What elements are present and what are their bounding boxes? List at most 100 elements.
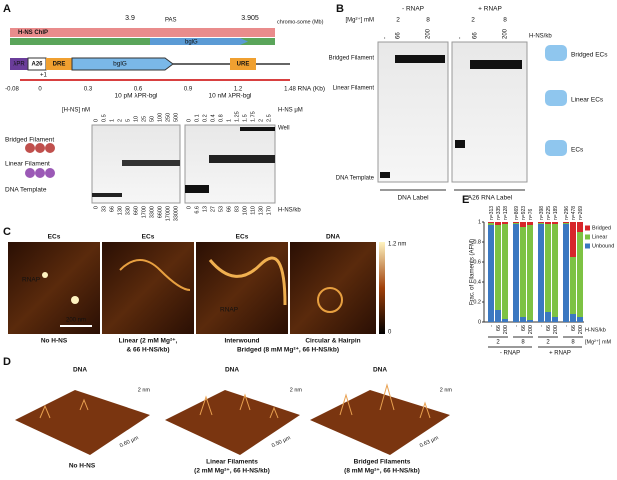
label: 1 — [226, 119, 232, 122]
peaks — [39, 398, 89, 419]
gel-band — [240, 127, 275, 131]
gel-dna — [377, 41, 449, 183]
surface — [310, 390, 450, 455]
n-label: n=478 — [571, 206, 577, 220]
label: Linear Filament — [333, 86, 375, 92]
gel-b — [377, 41, 567, 191]
label: 66 — [473, 32, 479, 39]
bar-segment — [538, 224, 544, 322]
label: - — [383, 37, 389, 39]
label: 0 — [388, 330, 392, 336]
bar-segment — [563, 222, 569, 223]
label: 1.5 — [242, 114, 248, 122]
afm-image — [8, 242, 100, 334]
x-tick-label: - — [489, 325, 495, 327]
label: [H-NS] nM — [62, 108, 90, 114]
n-label: n=313 — [489, 206, 495, 220]
label: 0.50 µm — [271, 435, 292, 449]
bar-segment — [552, 222, 558, 224]
x-tick-label: - — [564, 325, 570, 327]
label: 10 pM λPR-bgl — [115, 93, 159, 100]
label: (2 mM Mg²⁺, 66 H-NS/kb) — [194, 468, 270, 475]
bar-segment — [502, 319, 508, 322]
bar-segment — [577, 222, 583, 232]
label: 0.60 µm — [119, 435, 140, 449]
label: 100 — [242, 206, 248, 215]
label: 250 — [165, 113, 171, 122]
x-tick-label: 200 — [553, 325, 559, 334]
n-label: n=335 — [496, 206, 502, 220]
label: 2 — [471, 17, 475, 24]
filament — [317, 287, 343, 313]
label: 0 — [93, 119, 99, 122]
bar-segment — [563, 224, 569, 322]
label: 6.6 — [194, 206, 200, 214]
label: 170 — [266, 206, 272, 215]
group-label: 2 — [546, 340, 550, 346]
label: Linear (2 mM Mg²⁺, — [119, 338, 178, 345]
legend-swatch — [585, 225, 590, 231]
label: 110 — [250, 206, 256, 215]
x-tick-label: 200 — [503, 325, 509, 334]
label: 8 — [503, 17, 507, 24]
gel-band — [209, 155, 275, 163]
surface — [165, 390, 300, 455]
label: 10 — [133, 116, 139, 122]
label: 5 — [125, 119, 131, 122]
label: 10 nM λPR-bgl — [209, 93, 253, 100]
ec-icon — [545, 90, 567, 106]
icon — [25, 168, 35, 178]
label: DNA Template — [5, 187, 47, 194]
panel-label: E — [462, 194, 469, 206]
y-tick-label: 0.8 — [473, 239, 481, 245]
panel-label: D — [3, 356, 11, 368]
gel-band — [92, 193, 122, 197]
afm-c — [8, 242, 385, 334]
afm-d — [15, 383, 450, 455]
legend-swatch — [585, 234, 590, 240]
icon — [45, 168, 55, 178]
gene-arrow — [150, 38, 248, 45]
y-tick-label: 0.2 — [473, 299, 481, 305]
label: (8 mM Mg²⁺, 66 H-NS/kb) — [344, 468, 420, 475]
label: 83 — [234, 206, 240, 212]
label: 1.75 — [250, 111, 256, 122]
n-label: n=128 — [503, 206, 509, 220]
dre-box — [46, 58, 72, 70]
label: 2 — [396, 17, 400, 24]
label: 2 nm — [138, 387, 151, 393]
label: H-NS/kb — [278, 208, 301, 214]
label: 0 — [93, 206, 99, 209]
label: URE — [237, 62, 250, 68]
label: 27 — [210, 206, 216, 212]
panel-label: B — [336, 3, 344, 15]
rnap-blob — [71, 296, 79, 304]
label: 8 — [426, 17, 430, 24]
surface — [15, 390, 150, 455]
icon — [25, 143, 35, 153]
label: 1.2 — [234, 87, 243, 93]
colorbar — [379, 242, 385, 334]
bglg-arrow — [71, 57, 174, 71]
label: 66 — [226, 206, 232, 212]
y-tick-label: 1 — [478, 219, 481, 225]
icon — [35, 168, 45, 178]
gel-band — [380, 172, 390, 178]
legend-label: Bridged — [592, 225, 611, 231]
legend-label: Linear — [592, 234, 607, 240]
gel-band — [455, 140, 465, 148]
label: 0.8 — [218, 114, 224, 122]
x-tick-label: 200 — [578, 325, 584, 334]
label: 0.6 — [134, 87, 143, 93]
label: - — [458, 37, 464, 39]
label: 2 nm — [290, 387, 303, 393]
n-label: n=76 — [528, 209, 534, 220]
n-label: n=398 — [539, 206, 545, 220]
n-label: n=296 — [564, 206, 570, 220]
label: 330 — [125, 206, 131, 215]
condition-label: - RNAP — [500, 351, 520, 357]
label: 33000 — [173, 206, 179, 221]
bar-segment — [527, 225, 533, 320]
label: 2 — [117, 119, 123, 122]
bar-segment — [552, 317, 558, 322]
